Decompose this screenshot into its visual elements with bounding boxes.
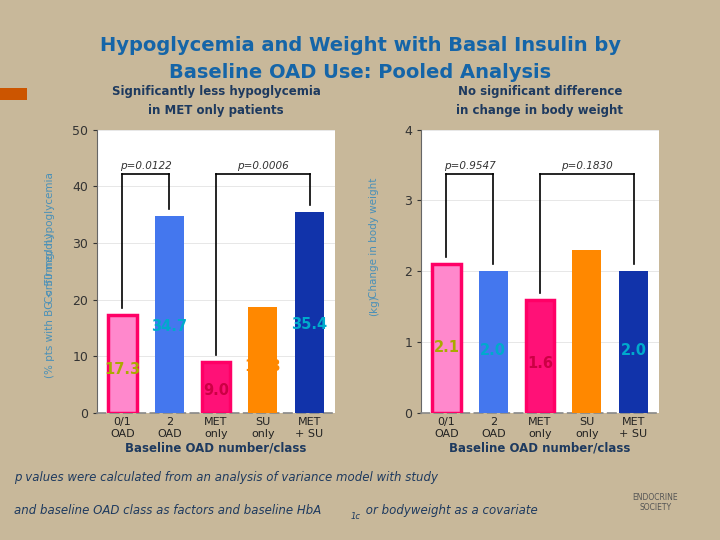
Bar [432, 264, 461, 413]
Text: 2.1: 2.1 [433, 340, 459, 355]
Bar [108, 315, 137, 413]
Text: (kg): (kg) [369, 295, 379, 316]
Text: 9.0: 9.0 [203, 383, 229, 398]
Text: or bodyweight as a covariate: or bodyweight as a covariate [362, 504, 538, 517]
Text: 34.7: 34.7 [151, 319, 187, 334]
Text: 2.3: 2.3 [574, 334, 600, 349]
Text: 18.8: 18.8 [245, 359, 281, 374]
Text: Baseline OAD number/class: Baseline OAD number/class [125, 442, 307, 455]
Text: 1c: 1c [351, 512, 361, 521]
Text: p=0.0122: p=0.0122 [120, 161, 172, 171]
Bar [0, 88, 27, 100]
Text: p=0.9547: p=0.9547 [444, 161, 496, 171]
Text: 1.6: 1.6 [527, 356, 553, 370]
Bar [572, 250, 601, 413]
Text: 35.4: 35.4 [292, 318, 328, 332]
Text: Baseline OAD Use: Pooled Analysis: Baseline OAD Use: Pooled Analysis [169, 63, 551, 83]
Text: in change in body weight: in change in body weight [456, 104, 624, 117]
Text: Hypoglycemia and Weight with Basal Insulin by: Hypoglycemia and Weight with Basal Insul… [99, 36, 621, 56]
Text: p=0.1830: p=0.1830 [561, 161, 613, 171]
Bar [155, 217, 184, 413]
Text: ENDOCRINE
SOCIETY: ENDOCRINE SOCIETY [632, 492, 678, 512]
Text: Baseline OAD number/class: Baseline OAD number/class [449, 442, 631, 455]
Text: Significantly less hypoglycemia: Significantly less hypoglycemia [112, 85, 320, 98]
Text: 17.3: 17.3 [104, 362, 140, 377]
Text: p=0.0006: p=0.0006 [237, 161, 289, 171]
Text: (% pts with BG < 50 mg/dL): (% pts with BG < 50 mg/dL) [45, 233, 55, 378]
Text: No significant difference: No significant difference [458, 85, 622, 98]
Text: and baseline OAD class as factors and baseline HbA: and baseline OAD class as factors and ba… [14, 504, 322, 517]
Text: p values were calculated from an analysis of variance model with study: p values were calculated from an analysi… [14, 471, 438, 484]
Bar [295, 212, 324, 413]
Bar [202, 362, 230, 413]
Text: in MET only patients: in MET only patients [148, 104, 284, 117]
Text: 2.0: 2.0 [480, 343, 506, 358]
Text: Confirmed hypoglycemia: Confirmed hypoglycemia [45, 172, 55, 303]
Bar [619, 271, 648, 413]
Bar [526, 300, 554, 413]
Text: 2.0: 2.0 [621, 343, 647, 358]
Text: Change in body weight: Change in body weight [369, 177, 379, 298]
Bar [248, 307, 277, 413]
Bar [479, 271, 508, 413]
